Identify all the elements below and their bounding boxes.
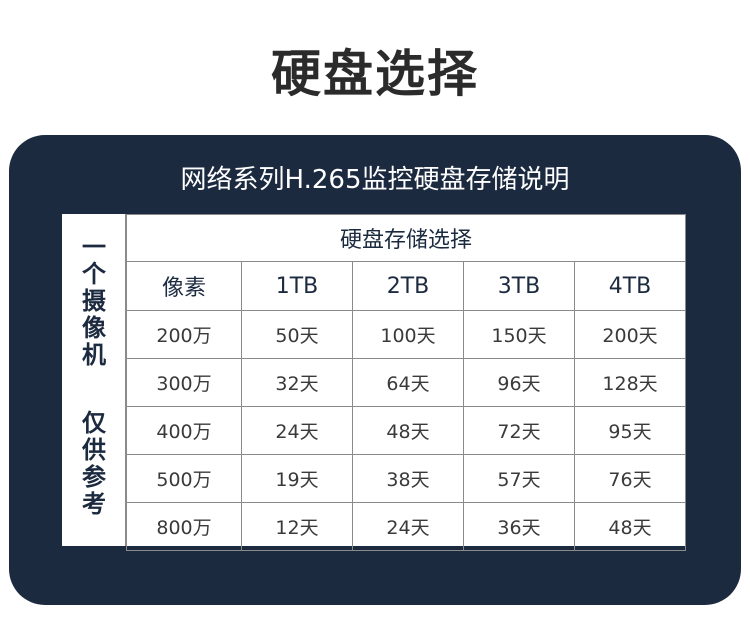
side-label-top: 一 个 摄 像 机: [62, 234, 126, 369]
table-cell: 19天: [241, 454, 353, 503]
column-header: 像素: [126, 261, 242, 311]
column-header: 3TB: [463, 261, 575, 311]
table-cell: 64天: [352, 358, 464, 407]
table-cell: 400万: [126, 406, 242, 455]
side-char: 仅: [82, 409, 106, 437]
side-char: 一: [82, 233, 106, 261]
table-cell: 48天: [352, 406, 464, 455]
table-group-header: 硬盘存储选择: [125, 214, 687, 262]
table-cell: 38天: [352, 454, 464, 503]
table-cell: 800万: [126, 502, 242, 551]
side-char: 供: [82, 436, 106, 464]
storage-table: 硬盘存储选择 像素 1TB 2TB 3TB 4TB 200万 50天 100天 …: [125, 214, 687, 551]
table-cell: 76天: [573, 454, 687, 503]
table-cell: 100天: [352, 310, 464, 359]
table-cell: 24天: [352, 502, 464, 551]
side-char: 像: [82, 314, 106, 342]
storage-panel: 网络系列H.265监控硬盘存储说明 一 个 摄 像 机 仅 供 参 考: [9, 135, 741, 605]
table-cell: 128天: [573, 358, 687, 407]
table-cell: 32天: [241, 358, 353, 407]
side-label: 一 个 摄 像 机 仅 供 参 考: [62, 214, 126, 546]
table-row: 800万 12天 24天 36天 48天: [126, 502, 687, 551]
side-char: 考: [82, 490, 106, 518]
side-char: 摄: [82, 287, 106, 315]
table-cell: 12天: [241, 502, 353, 551]
table-cell: 24天: [241, 406, 353, 455]
table-cell: 50天: [241, 310, 353, 359]
table-row: 200万 50天 100天 150天 200天: [126, 310, 687, 359]
column-header: 1TB: [241, 261, 353, 311]
side-char: 参: [82, 463, 106, 491]
panel-title: 网络系列H.265监控硬盘存储说明: [180, 165, 570, 195]
table-cell: 200万: [126, 310, 242, 359]
column-header: 2TB: [352, 261, 464, 311]
table-cell: 72天: [463, 406, 575, 455]
page-title: 硬盘选择: [271, 45, 479, 103]
table-row: 500万 19天 38天 57天 76天: [126, 454, 687, 503]
table-cell: 96天: [463, 358, 575, 407]
table-cell: 150天: [463, 310, 575, 359]
table-row: 300万 32天 64天 96天 128天: [126, 358, 687, 407]
table-cell: 300万: [126, 358, 242, 407]
side-char: 机: [82, 341, 106, 369]
table-cell: 36天: [463, 502, 575, 551]
table-group-header-row: 硬盘存储选择: [125, 214, 687, 262]
table-cell: 500万: [126, 454, 242, 503]
table-cell: 57天: [463, 454, 575, 503]
table-cell: 200天: [573, 310, 687, 359]
side-char: 个: [82, 260, 106, 288]
table-row: 400万 24天 48天 72天 95天: [126, 406, 687, 455]
side-label-bottom: 仅 供 参 考: [62, 410, 126, 518]
table-cell: 95天: [573, 406, 687, 455]
table-cell: 48天: [573, 502, 687, 551]
column-header: 4TB: [573, 261, 687, 311]
storage-table-wrap: 一 个 摄 像 机 仅 供 参 考 硬: [62, 214, 687, 551]
table-header-row: 像素 1TB 2TB 3TB 4TB: [126, 261, 687, 311]
